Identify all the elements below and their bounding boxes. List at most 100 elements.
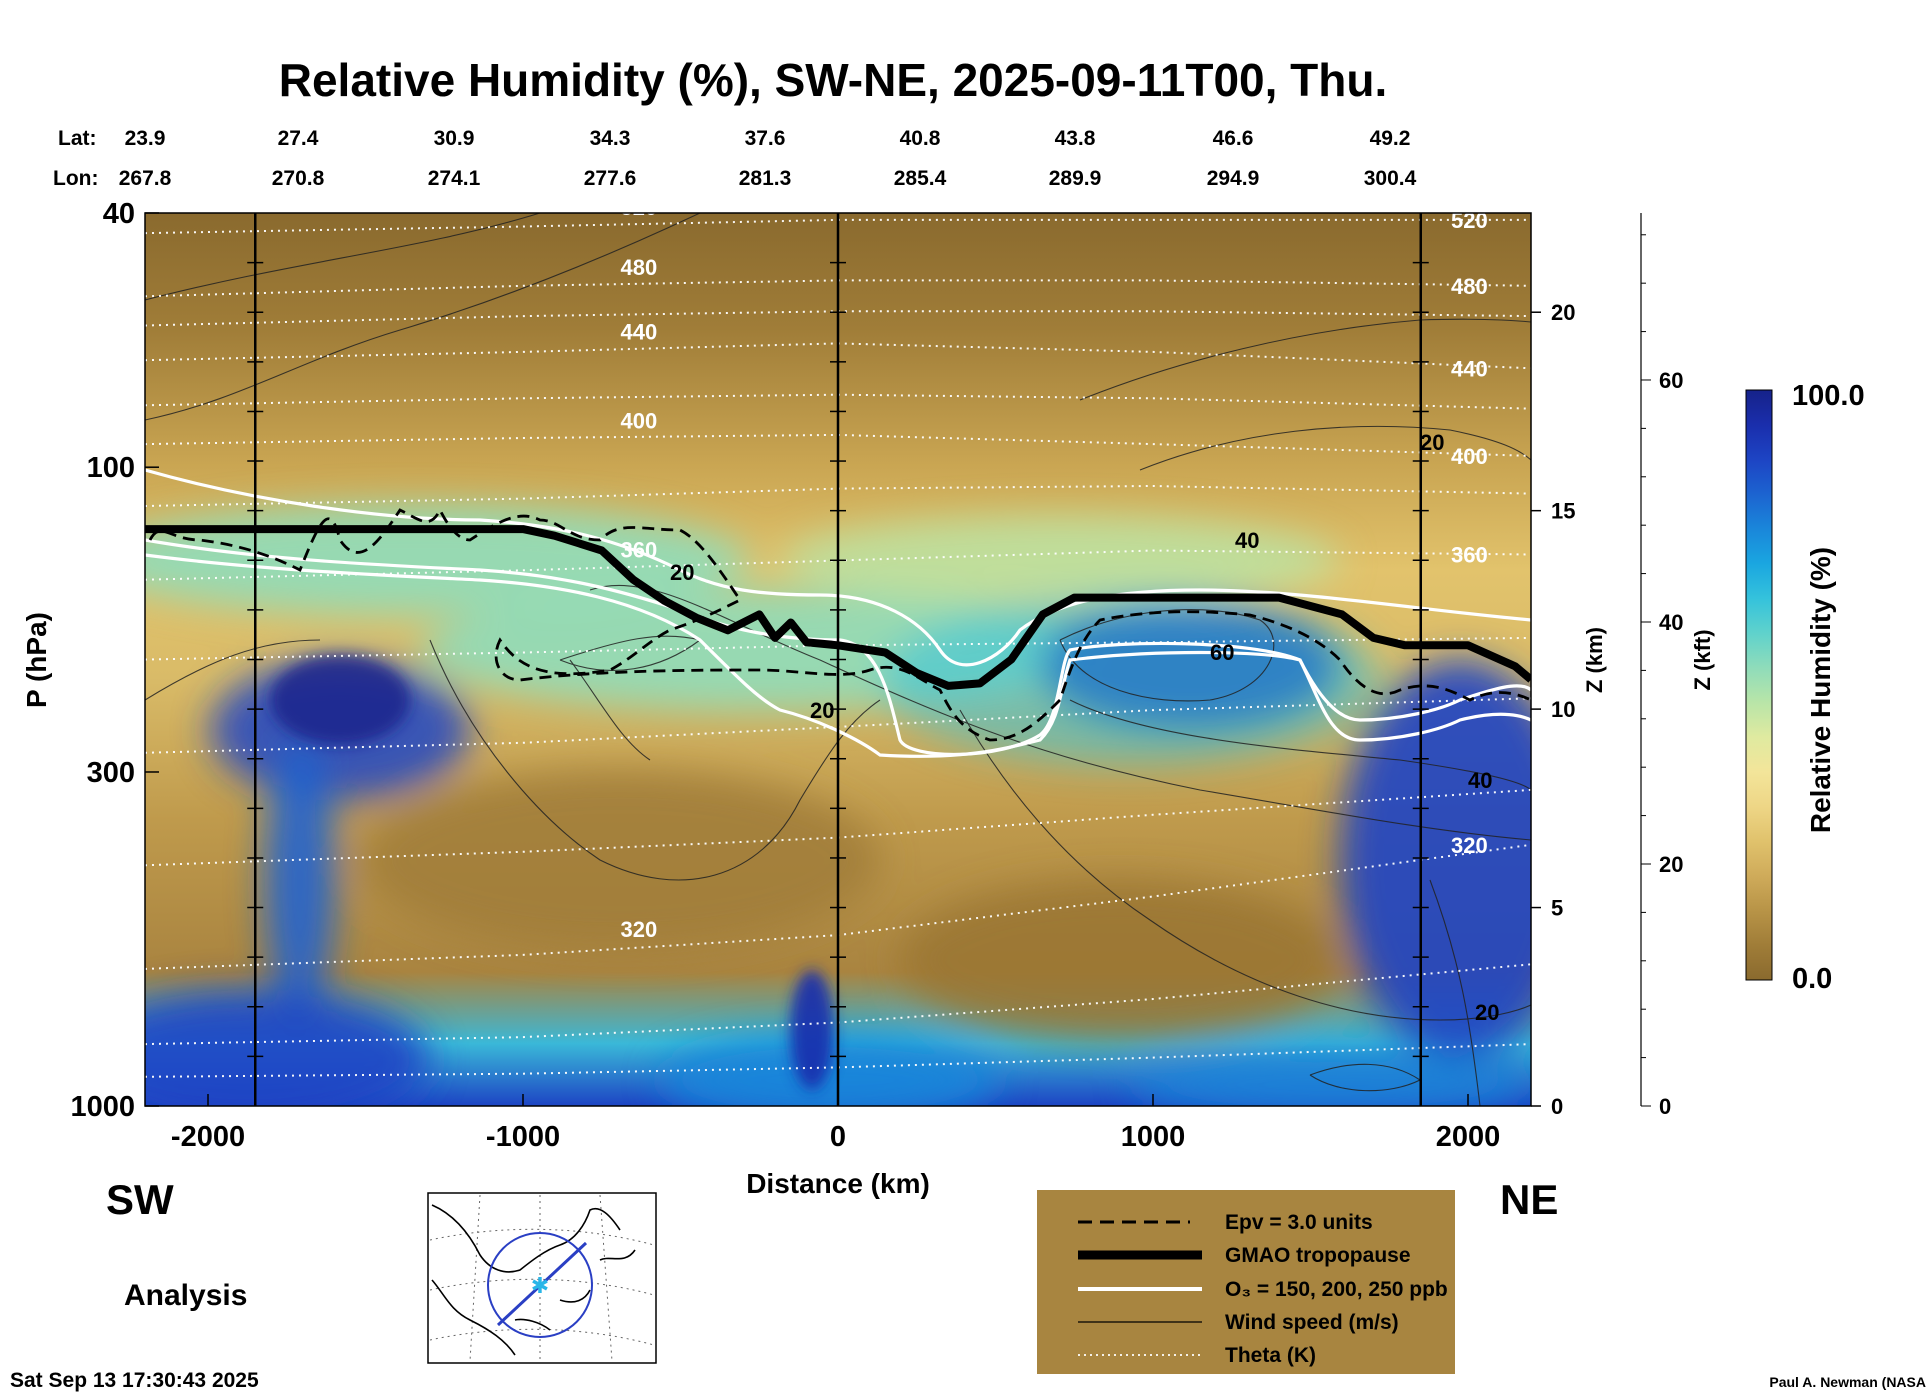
lon-value: 274.1 [428, 167, 481, 190]
analysis-label: Analysis [124, 1279, 247, 1312]
moist-core-center [790, 970, 834, 1090]
lat-values: 23.9 27.4 30.9 34.3 37.6 40.8 43.8 46.6 49.2 [125, 127, 1411, 150]
z-kft-tick-label: 0 [1659, 1094, 1671, 1119]
lat-value: 37.6 [745, 127, 786, 150]
y-axis: 1000 300 100 40 [70, 198, 159, 1123]
upper-moist-halo [880, 595, 1380, 765]
z-kft-tick-label: 20 [1659, 852, 1683, 877]
y-axis-label: P (hPa) [21, 612, 52, 708]
ozone-contours [145, 468, 1531, 758]
dry-region-mid [360, 770, 880, 950]
theta-label: 520 [621, 195, 658, 220]
lon-value: 289.9 [1049, 167, 1102, 190]
colorbar-title: Relative Humidity (%) [1805, 547, 1836, 833]
lat-value: 27.4 [278, 127, 319, 150]
lat-value: 23.9 [125, 127, 166, 150]
colorbar: 100.0 0.0 Relative Humidity (%) [1745, 380, 1865, 995]
boundary-layer-center [660, 1035, 1000, 1106]
inset-map: ✱ [427, 1192, 657, 1364]
x-tick-label: 2000 [1436, 1121, 1501, 1153]
gmao-tropopause [145, 525, 1531, 690]
lon-value: 267.8 [119, 167, 172, 190]
chart-title: Relative Humidity (%), SW-NE, 2025-09-11… [279, 54, 1388, 106]
theta-label: 440 [1451, 356, 1488, 381]
inset-center-marker: ✱ [531, 1273, 549, 1298]
moist-core-west [270, 655, 410, 745]
legend-label-epv: Epv = 3.0 units [1225, 1211, 1373, 1234]
z-kft-tick-label: 60 [1659, 368, 1683, 393]
x-tick-label: -2000 [171, 1121, 245, 1153]
lat-value: 43.8 [1055, 127, 1096, 150]
lon-value: 270.8 [272, 167, 325, 190]
timestamp: Sat Sep 13 17:30:43 2025 [10, 1369, 259, 1392]
lat-value: 34.3 [590, 127, 631, 150]
legend-label-tropopause: GMAO tropopause [1225, 1244, 1411, 1267]
east-moist-column [1340, 660, 1531, 1060]
x-axis-label: Distance (km) [746, 1168, 930, 1199]
inset-coastline [431, 1204, 636, 1356]
wind-label: 20 [810, 698, 834, 723]
z-kft-axis: 0 20 40 60 [1640, 213, 1683, 1119]
moist-band-tropopause [780, 515, 1340, 605]
x-tick-label: 1000 [1121, 1121, 1186, 1153]
wind-label: 20 [1475, 1000, 1499, 1025]
wind-label: 20 [670, 560, 694, 585]
y-tick-label: 300 [87, 757, 135, 789]
theta-label: 320 [621, 917, 658, 942]
x-tick-label: 0 [830, 1121, 846, 1153]
z-km-tick-label: 5 [1551, 896, 1563, 921]
boundary-layer-east [1130, 1050, 1530, 1106]
inset-graticule [429, 1194, 655, 1362]
lat-row-label: Lat: [58, 127, 97, 150]
lat-value: 49.2 [1370, 127, 1411, 150]
y-tick-label: 1000 [70, 1091, 135, 1123]
lon-value: 281.3 [739, 167, 792, 190]
colorbar-min-label: 0.0 [1792, 963, 1832, 995]
z-kft-axis-label: Z (kft) [1690, 629, 1715, 690]
credit-text: Paul A. Newman (NASA [1769, 1374, 1926, 1390]
z-km-axis: 0 5 10 15 20 [1531, 300, 1575, 1119]
humidity-field: 520 520 480 480 440 440 400 400 360 360 320 320 20 … [145, 195, 1531, 1106]
x-tick-label: -1000 [486, 1121, 560, 1153]
inset-map-frame [427, 1192, 657, 1364]
dry-region-east [900, 880, 1340, 1040]
wind-label: 20 [1420, 430, 1444, 455]
lat-value: 40.8 [900, 127, 941, 150]
theta-label: 480 [621, 255, 658, 280]
wind-speed-contours [145, 213, 1531, 1106]
theta-label: 440 [621, 320, 658, 345]
lon-value: 300.4 [1364, 167, 1417, 190]
wind-labels: 20 20 40 60 20 40 20 [670, 430, 1499, 1025]
z-km-tick-label: 15 [1551, 499, 1575, 524]
theta-label: 400 [1451, 444, 1488, 469]
theta-label: 520 [1451, 208, 1488, 233]
lon-row-label: Lon: [53, 167, 98, 190]
legend-label-wind: Wind speed (m/s) [1225, 1311, 1399, 1334]
wind-label: 60 [1210, 640, 1234, 665]
sw-direction-label: SW [106, 1176, 174, 1223]
z-km-tick-label: 10 [1551, 697, 1575, 722]
inset-section-line [496, 1241, 588, 1327]
moist-column-west [265, 740, 335, 1020]
vertical-section-lines [247, 213, 1429, 1106]
epv-contours [148, 506, 1531, 742]
lon-value: 294.9 [1207, 167, 1260, 190]
theta-label: 480 [1451, 274, 1488, 299]
lon-value: 277.6 [584, 167, 637, 190]
theta-label: 360 [1451, 543, 1488, 568]
lon-values: 267.8 270.8 274.1 277.6 281.3 285.4 289.9 294.9… [119, 167, 1417, 190]
x-axis: -2000 -1000 0 1000 2000 [171, 1094, 1500, 1153]
theta-label: 360 [621, 537, 658, 562]
z-km-axis-label: Z (km) [1582, 627, 1607, 693]
wind-label: 40 [1235, 528, 1259, 553]
z-km-tick-label: 20 [1551, 300, 1575, 325]
legend-label-ozone: O₃ = 150, 200, 250 ppb [1225, 1278, 1448, 1301]
inset-radius-circle [487, 1232, 593, 1338]
ne-direction-label: NE [1500, 1176, 1558, 1223]
legend-label-theta: Theta (K) [1225, 1344, 1316, 1367]
colorbar-max-label: 100.0 [1792, 380, 1865, 412]
colorbar-fill [1745, 389, 1773, 981]
y-tick-label: 40 [103, 198, 135, 230]
lon-value: 285.4 [894, 167, 947, 190]
